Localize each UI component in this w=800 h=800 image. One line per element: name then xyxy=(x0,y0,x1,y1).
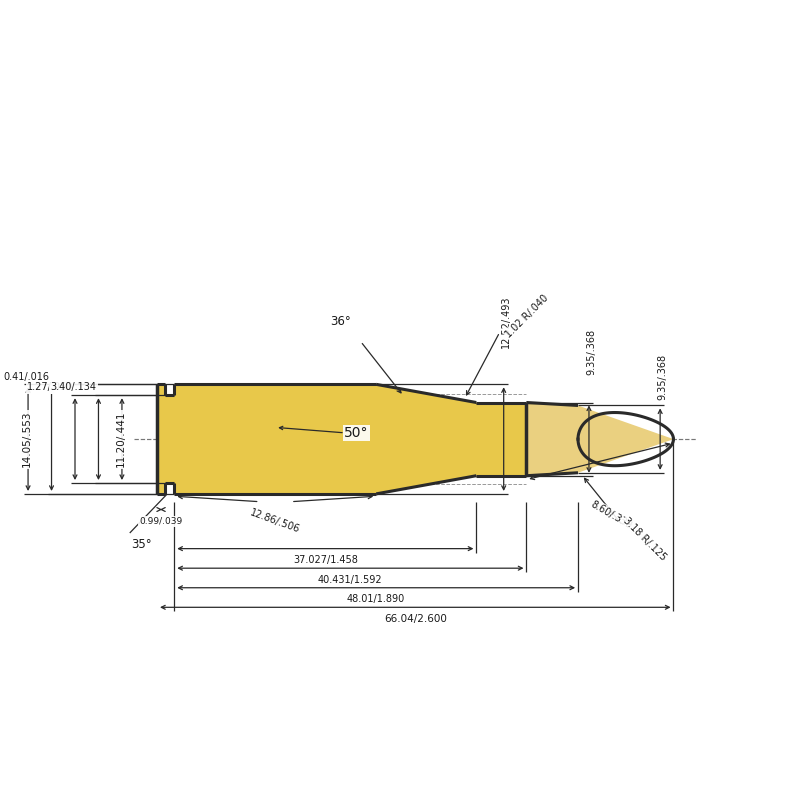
Text: 0.99/.039: 0.99/.039 xyxy=(139,517,182,526)
Text: 37.027/1.458: 37.027/1.458 xyxy=(293,555,358,566)
Text: 3.40/.134: 3.40/.134 xyxy=(50,382,97,393)
Text: 11.20/.441: 11.20/.441 xyxy=(115,411,126,467)
Text: 50°: 50° xyxy=(344,426,369,440)
Text: 66.04/2.600: 66.04/2.600 xyxy=(384,614,446,624)
Text: 9.35/.368: 9.35/.368 xyxy=(658,354,667,399)
Text: 9.35/.368: 9.35/.368 xyxy=(586,329,596,374)
Polygon shape xyxy=(157,384,526,494)
Text: 35°: 35° xyxy=(131,538,152,551)
Text: 0.41/.016: 0.41/.016 xyxy=(3,371,50,382)
Text: 12.86/.506: 12.86/.506 xyxy=(249,507,302,535)
Text: 48.01/1.890: 48.01/1.890 xyxy=(347,594,406,605)
Text: 8.60/.339: 8.60/.339 xyxy=(590,499,634,530)
Text: 36°: 36° xyxy=(330,315,351,328)
Text: 1.02 R/.040: 1.02 R/.040 xyxy=(504,293,550,340)
Polygon shape xyxy=(526,402,674,476)
Text: 3.18 R/.125: 3.18 R/.125 xyxy=(621,516,668,562)
Text: 40.431/1.592: 40.431/1.592 xyxy=(318,575,382,585)
Text: 1.27/.050: 1.27/.050 xyxy=(26,382,73,393)
Text: 14.05/.553: 14.05/.553 xyxy=(22,411,31,467)
Text: 12.52/.493: 12.52/.493 xyxy=(501,295,511,348)
